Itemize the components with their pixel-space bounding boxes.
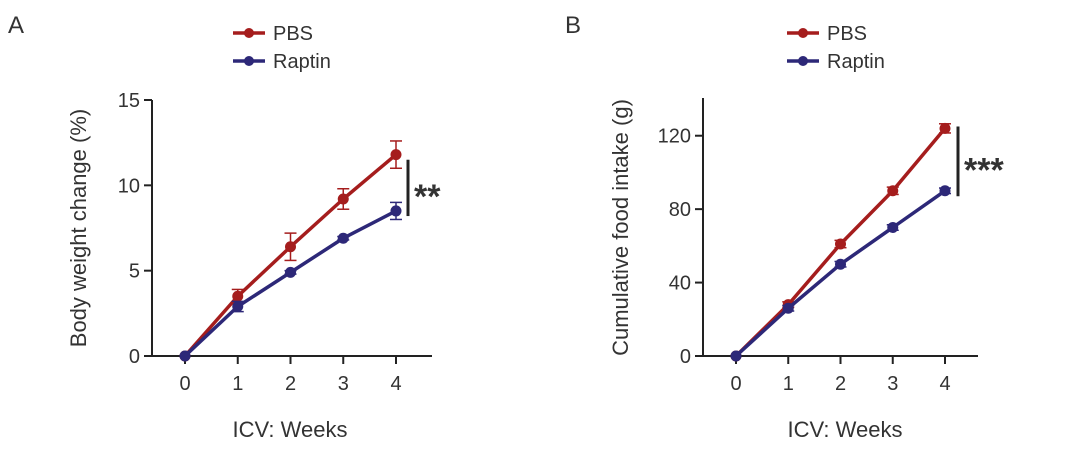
x-tick-label: 3 <box>338 373 349 395</box>
panel-a: A 0 5 10 15 0 1 2 3 4 ICV: Weeks Body weight change… <box>8 12 441 442</box>
legend-label: PBS <box>827 23 867 45</box>
x-tick-label: 1 <box>232 373 243 395</box>
panel-label: B <box>565 12 581 39</box>
legend-label: Raptin <box>273 51 331 73</box>
x-tick-label: 0 <box>730 373 741 395</box>
x-axis-label: ICV: Weeks <box>233 417 348 442</box>
x-tick-label: 3 <box>887 373 898 395</box>
legend-marker <box>244 28 254 38</box>
series-pbs <box>730 122 951 362</box>
x-tick-label: 0 <box>179 373 190 395</box>
data-point <box>232 301 244 313</box>
y-tick-label: 40 <box>669 273 691 295</box>
panel-b: B 0 40 80 120 0 1 2 3 4 ICV: Weeks Cumulative food … <box>565 12 1004 442</box>
y-tick-label: 120 <box>658 126 691 148</box>
data-point <box>285 266 296 278</box>
legend-marker <box>798 56 808 66</box>
y-axis-label: Cumulative food intake (g) <box>608 99 633 356</box>
panel-label: A <box>8 12 24 39</box>
data-point <box>939 185 951 197</box>
data-point <box>337 193 349 205</box>
data-point <box>179 350 191 362</box>
data-point <box>887 185 899 197</box>
series-raptin <box>730 185 951 362</box>
x-tick-label: 1 <box>783 373 794 395</box>
data-point <box>835 258 846 270</box>
data-point <box>390 205 402 217</box>
significance-label: *** <box>964 151 1004 189</box>
y-tick-label: 10 <box>118 175 140 197</box>
y-tick-label: 0 <box>680 346 691 368</box>
x-tick-label: 4 <box>390 373 401 395</box>
x-tick-label: 2 <box>835 373 846 395</box>
significance-label: ** <box>414 178 441 216</box>
data-point <box>337 232 349 244</box>
legend-label: Raptin <box>827 51 885 73</box>
series-line <box>734 189 947 358</box>
data-point <box>887 222 899 233</box>
y-tick-label: 15 <box>118 90 140 112</box>
data-point <box>939 122 951 134</box>
y-axis-label: Body weight change (%) <box>66 109 91 347</box>
legend-label: PBS <box>273 23 313 45</box>
data-point <box>835 238 846 250</box>
y-tick-label: 0 <box>129 346 140 368</box>
data-point <box>390 149 402 161</box>
x-tick-label: 2 <box>285 373 296 395</box>
x-axis-label: ICV: Weeks <box>788 417 903 442</box>
series-raptin <box>179 201 402 362</box>
legend-marker <box>244 56 254 66</box>
data-point <box>730 350 742 362</box>
x-tick-label: 4 <box>939 373 950 395</box>
legend-marker <box>798 28 808 38</box>
y-tick-label: 80 <box>669 199 691 221</box>
data-point <box>285 241 296 253</box>
y-tick-label: 5 <box>129 261 140 283</box>
data-point <box>782 302 794 314</box>
data-point <box>232 290 244 302</box>
